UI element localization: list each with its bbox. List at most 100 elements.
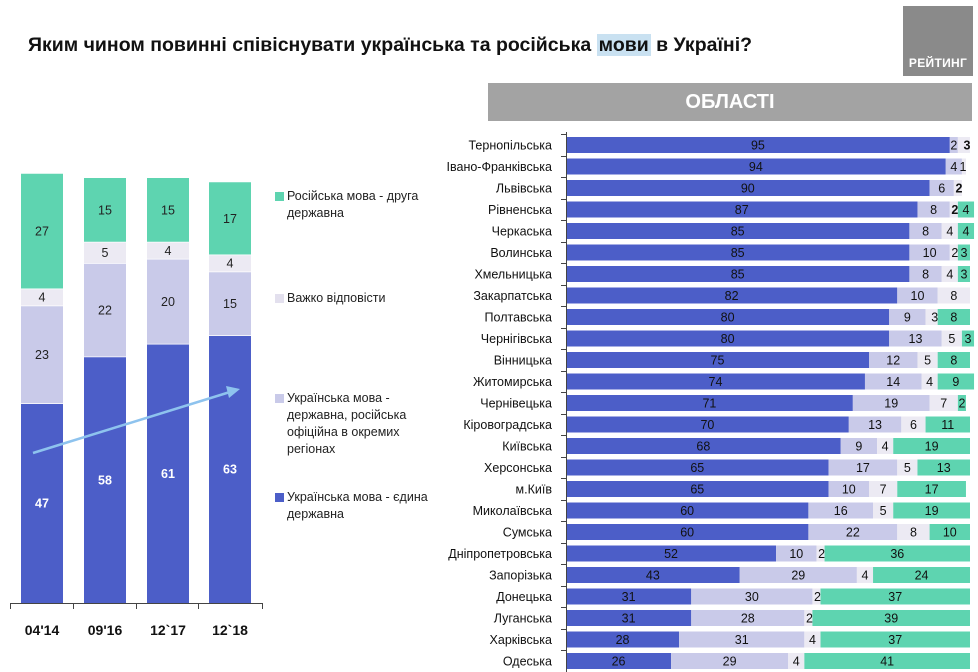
data-label: 5 xyxy=(102,246,109,260)
bar-segment xyxy=(929,180,954,196)
column-segment xyxy=(21,403,63,603)
data-label: 68 xyxy=(696,440,710,454)
bar-segment xyxy=(812,610,970,626)
bar-segment xyxy=(566,330,890,347)
data-label: 2 xyxy=(806,612,813,626)
data-label: 74 xyxy=(709,375,723,389)
bar-segment xyxy=(820,631,970,648)
data-label: 70 xyxy=(700,418,714,432)
bar-segment xyxy=(566,502,809,519)
data-label: 3 xyxy=(965,332,972,346)
bar-segment xyxy=(828,459,898,476)
column-segment xyxy=(209,335,251,603)
bar-segment xyxy=(691,588,813,605)
bar-segment xyxy=(566,459,829,476)
column-segment xyxy=(84,178,126,242)
bar-segment xyxy=(852,395,930,411)
data-label: 82 xyxy=(725,289,739,303)
region-label: Полтавська xyxy=(485,311,552,325)
bar-segment xyxy=(917,201,950,218)
bar-segment xyxy=(824,545,970,562)
data-label: 13 xyxy=(909,332,923,346)
bar-segment xyxy=(566,653,672,669)
bar-segment xyxy=(889,330,942,347)
data-label: 85 xyxy=(731,225,745,239)
title-highlight: мови xyxy=(596,34,651,56)
data-label: 1 xyxy=(959,160,966,174)
bar-segment xyxy=(566,244,910,261)
region-label: Сумська xyxy=(503,526,552,540)
data-label: 13 xyxy=(937,461,951,475)
bar-segment xyxy=(566,201,918,218)
data-label: 7 xyxy=(880,483,887,497)
data-label: 2 xyxy=(814,590,821,604)
bar-segment xyxy=(921,373,938,390)
bar-segment xyxy=(961,158,966,175)
region-label: Чернівецька xyxy=(480,397,552,411)
data-label: 19 xyxy=(884,397,898,411)
data-label: 15 xyxy=(161,203,175,217)
data-label: 8 xyxy=(930,203,937,217)
bar-segment xyxy=(893,438,970,454)
data-label: 9 xyxy=(904,311,911,325)
bar-segment xyxy=(804,610,813,626)
region-label: Київська xyxy=(502,440,552,454)
bar-segment xyxy=(566,545,777,562)
column-segment xyxy=(209,182,251,255)
region-label: Дніпропетровська xyxy=(448,547,552,561)
bar-segment xyxy=(937,309,970,325)
data-label: 4 xyxy=(165,244,172,258)
bar-segment xyxy=(804,653,970,669)
column-segment xyxy=(209,271,251,336)
data-label: 6 xyxy=(938,182,945,196)
bar-segment xyxy=(739,567,857,583)
data-label: 17 xyxy=(856,461,870,475)
data-label: 4 xyxy=(227,257,234,271)
region-label: Волинська xyxy=(490,246,552,260)
column-segment xyxy=(147,241,189,259)
region-label: Донецька xyxy=(496,590,552,604)
data-label: 23 xyxy=(35,348,49,362)
data-label: 6 xyxy=(910,418,917,432)
legend-item: Українська мова - єдина державна xyxy=(287,490,428,521)
data-label: 17 xyxy=(925,483,939,497)
data-label: 27 xyxy=(35,225,49,239)
bar-segment xyxy=(566,395,853,411)
data-label: 36 xyxy=(890,547,904,561)
bar-segment xyxy=(957,223,975,239)
data-label: 10 xyxy=(789,547,803,561)
x-tick-label: 04'14 xyxy=(25,622,60,638)
bar-segment xyxy=(856,567,874,583)
bar-segment xyxy=(566,158,946,175)
data-label: 95 xyxy=(751,139,765,153)
bar-segment xyxy=(949,137,958,153)
data-label: 8 xyxy=(950,311,957,325)
column-segment xyxy=(21,305,63,404)
data-label: 43 xyxy=(646,569,660,583)
bar-segment xyxy=(873,502,894,519)
region-label: Львівська xyxy=(496,182,552,196)
data-label: 2 xyxy=(950,139,957,153)
bar-segment xyxy=(566,137,950,153)
region-label: Житомирська xyxy=(473,375,552,389)
bar-segment xyxy=(691,610,805,626)
data-label: 9 xyxy=(952,375,959,389)
bar-segment xyxy=(949,244,958,261)
bar-segment xyxy=(566,373,865,390)
bar-segment xyxy=(889,309,926,325)
data-label: 4 xyxy=(882,440,889,454)
bar-segment xyxy=(893,502,970,519)
data-label: 52 xyxy=(664,547,678,561)
legend-item: Важко відповісти xyxy=(287,291,386,305)
data-label: 14 xyxy=(886,375,900,389)
bar-segment xyxy=(788,653,805,669)
bar-segment xyxy=(949,201,958,218)
bar-segment xyxy=(828,481,869,497)
data-label: 5 xyxy=(904,461,911,475)
trend-arrow xyxy=(32,390,231,455)
region-label: Івано-Франківська xyxy=(447,160,553,174)
data-label: 15 xyxy=(98,203,112,217)
column-segment xyxy=(84,241,126,263)
